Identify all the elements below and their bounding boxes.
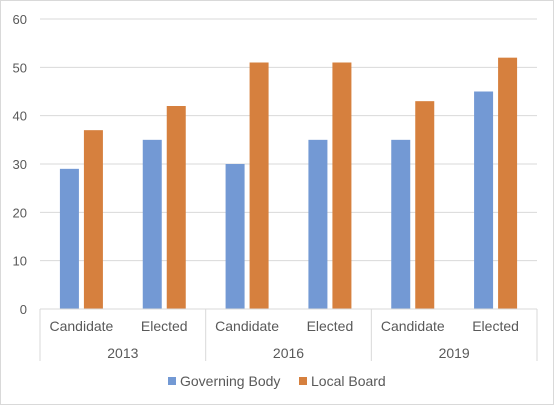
bar-local-board	[249, 62, 269, 309]
x-group-label: 2019	[439, 345, 470, 361]
x-category-label: Elected	[307, 318, 354, 334]
x-category-label: Elected	[141, 318, 188, 334]
x-category-label: Candidate	[381, 318, 445, 334]
bar-local-board	[83, 130, 103, 309]
bar-governing-body	[142, 139, 162, 309]
x-group-label: 2016	[273, 345, 304, 361]
x-category-label: Candidate	[50, 318, 114, 334]
y-tick-label: 40	[13, 109, 27, 124]
x-category-label: Elected	[472, 318, 519, 334]
y-tick-label: 20	[13, 205, 27, 220]
legend-label-governing-body: Governing Body	[180, 373, 280, 389]
bar-governing-body	[225, 164, 245, 309]
x-group-label: 2013	[107, 345, 138, 361]
y-tick-label: 60	[13, 12, 27, 27]
legend-swatch-local-board	[299, 377, 307, 385]
bar-local-board	[166, 106, 186, 309]
bar-governing-body	[308, 139, 328, 309]
y-tick-label: 10	[13, 254, 27, 269]
y-tick-label: 0	[20, 302, 27, 317]
x-category-label: Candidate	[215, 318, 279, 334]
bar-governing-body	[391, 139, 411, 309]
legend-label-local-board: Local Board	[311, 373, 386, 389]
bar-local-board	[332, 62, 352, 309]
bar-local-board	[498, 57, 518, 309]
bar-governing-body	[474, 91, 494, 309]
legend-swatch-governing-body	[168, 377, 176, 385]
bar-local-board	[415, 101, 435, 310]
y-tick-label: 50	[13, 60, 27, 75]
y-tick-label: 30	[13, 157, 27, 172]
bar-governing-body	[59, 168, 79, 309]
